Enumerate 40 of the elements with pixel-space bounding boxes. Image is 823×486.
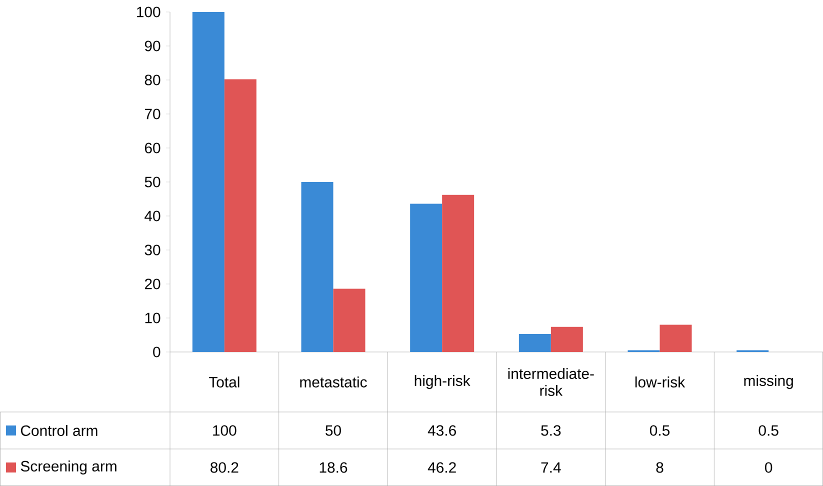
bar — [518, 334, 551, 352]
y-tick-label: 70 — [144, 108, 160, 120]
y-tick-label: 100 — [137, 6, 160, 18]
legend-label: Screening arm — [20, 460, 116, 474]
y-tick-label: 80 — [144, 74, 160, 86]
bar — [224, 79, 256, 352]
data-label: 8 — [656, 462, 664, 473]
bar — [550, 326, 583, 352]
bar — [301, 182, 334, 352]
data-label: 46.2 — [428, 462, 456, 473]
data-label: 50 — [326, 425, 341, 436]
x-tick-label: intermediate-risk — [508, 368, 594, 396]
x-tick-label: metastatic — [300, 376, 367, 388]
y-tick-label: 10 — [145, 312, 160, 324]
x-tick-label: missing — [744, 375, 793, 389]
data-label: 0.5 — [650, 425, 670, 436]
data-label: 5.3 — [541, 425, 561, 436]
bar — [660, 324, 692, 352]
y-tick-label: 60 — [144, 142, 160, 154]
y-tick-label: 20 — [144, 278, 160, 290]
y-tick-label: 30 — [144, 244, 160, 256]
x-tick-label: Total — [208, 376, 240, 388]
y-tick-label: 50 — [144, 176, 160, 188]
y-tick-label: 40 — [144, 210, 160, 222]
data-label: 0 — [765, 462, 772, 473]
bar — [410, 204, 442, 352]
x-tick-label: high-risk — [414, 375, 470, 389]
x-tick-label: low-risk — [635, 376, 686, 388]
data-label: 43.6 — [428, 425, 456, 436]
legend-label: Control arm — [20, 425, 98, 436]
bar — [333, 288, 366, 352]
bar — [442, 194, 474, 352]
data-label: 0.5 — [758, 425, 778, 436]
bar — [192, 12, 224, 352]
y-tick-label: 90 — [144, 40, 160, 52]
data-label: 80.2 — [210, 462, 238, 473]
data-label: 18.6 — [320, 462, 348, 473]
data-label: 100 — [213, 425, 236, 436]
data-label: 7.4 — [541, 462, 561, 473]
y-tick-label: 0 — [153, 346, 160, 358]
